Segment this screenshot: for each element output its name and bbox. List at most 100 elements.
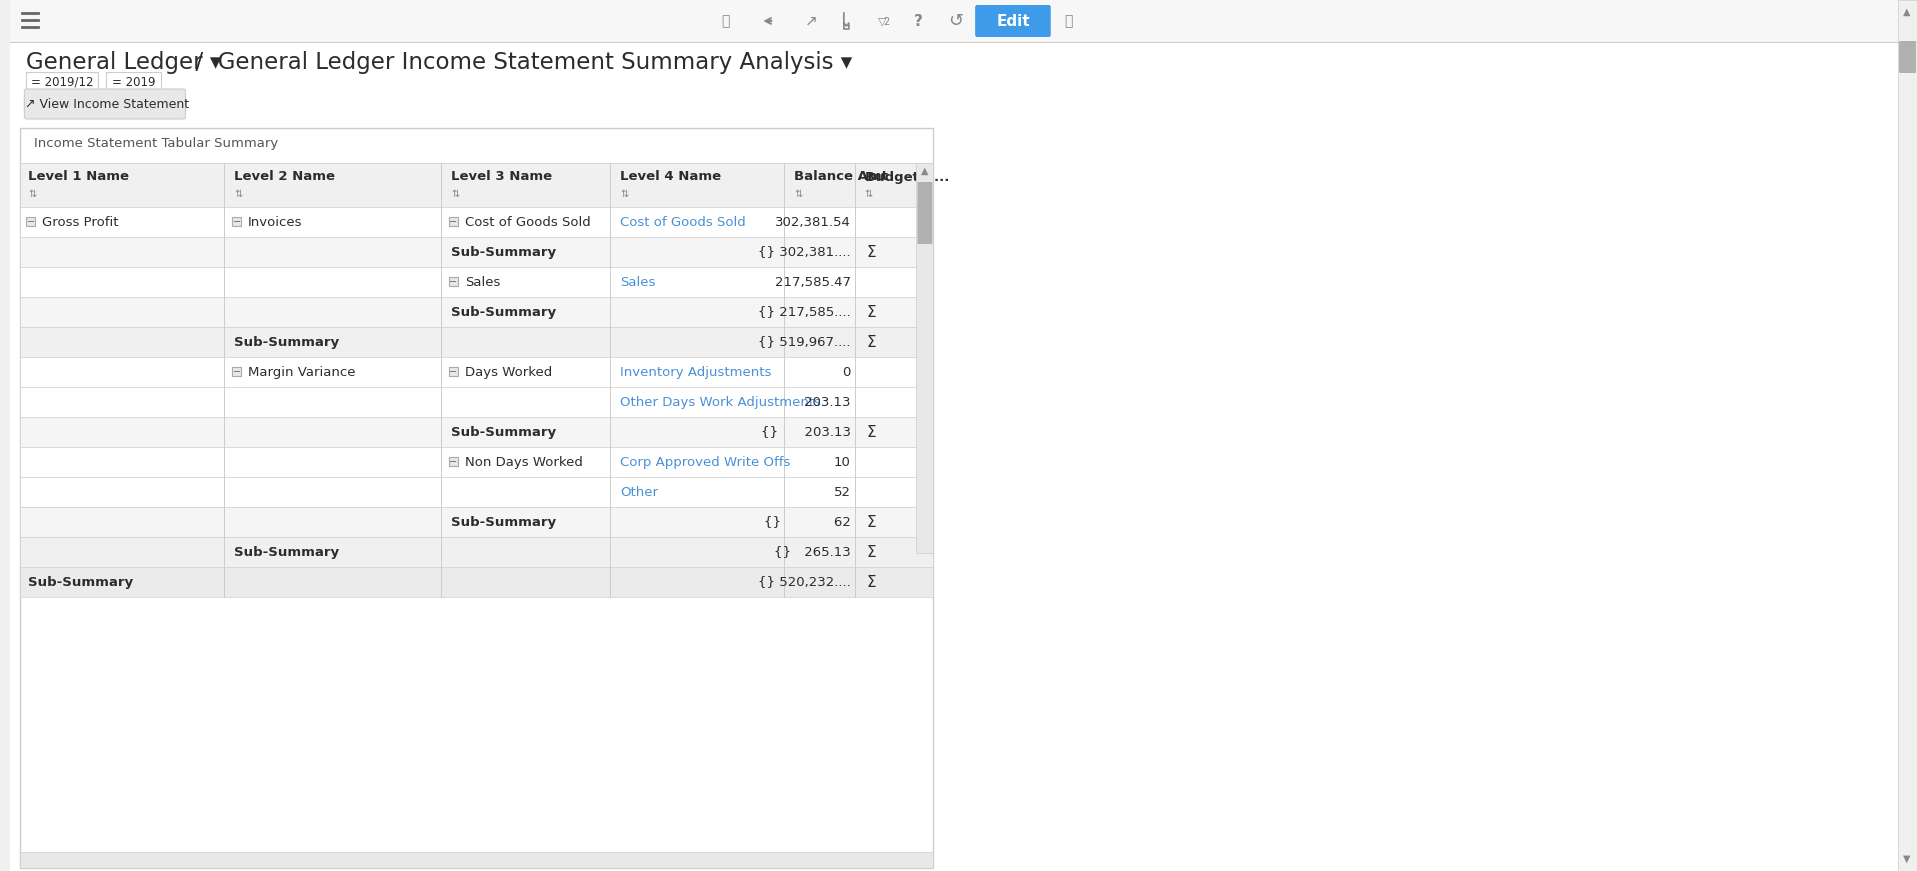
Text: −: −: [449, 457, 458, 467]
Text: ⇅: ⇅: [619, 189, 629, 199]
Text: Sub-Summary: Sub-Summary: [234, 335, 339, 348]
FancyBboxPatch shape: [449, 217, 458, 226]
Text: {} 302,381....: {} 302,381....: [759, 246, 851, 259]
Text: {}    62: {} 62: [765, 516, 851, 529]
Text: ⇅: ⇅: [234, 189, 242, 199]
Text: Sub-Summary: Sub-Summary: [450, 246, 556, 259]
Text: Sub-Summary: Sub-Summary: [450, 426, 556, 438]
FancyBboxPatch shape: [21, 327, 934, 357]
Text: Sales: Sales: [466, 275, 500, 288]
Text: ⇅: ⇅: [794, 189, 803, 199]
Text: 🖨: 🖨: [1064, 14, 1074, 28]
Text: Balance Amt: Balance Amt: [794, 171, 888, 184]
FancyBboxPatch shape: [918, 182, 932, 244]
FancyBboxPatch shape: [21, 387, 934, 417]
Text: Sub-Summary: Sub-Summary: [450, 306, 556, 319]
Text: /  General Ledger Income Statement Summary Analysis ▾: / General Ledger Income Statement Summar…: [180, 51, 851, 73]
FancyBboxPatch shape: [21, 163, 934, 207]
FancyBboxPatch shape: [21, 357, 934, 387]
Text: Level 2 Name: Level 2 Name: [234, 171, 335, 184]
Text: Level 1 Name: Level 1 Name: [29, 171, 128, 184]
Text: ⇅: ⇅: [29, 189, 36, 199]
Text: Sub-Summary: Sub-Summary: [29, 576, 134, 589]
Text: Σ: Σ: [866, 575, 876, 590]
Text: Margin Variance: Margin Variance: [247, 366, 357, 379]
Text: ▲: ▲: [922, 166, 928, 176]
FancyBboxPatch shape: [21, 567, 934, 597]
Text: −: −: [449, 367, 458, 377]
FancyBboxPatch shape: [21, 537, 934, 567]
FancyBboxPatch shape: [21, 477, 934, 507]
FancyBboxPatch shape: [449, 277, 458, 286]
Text: Other Days Work Adjustments: Other Days Work Adjustments: [619, 395, 820, 408]
Text: General Ledger ▾: General Ledger ▾: [27, 51, 222, 73]
Text: Σ: Σ: [866, 544, 876, 559]
Text: Σ: Σ: [866, 515, 876, 530]
Text: Budget A...: Budget A...: [865, 171, 949, 184]
Text: Inventory Adjustments: Inventory Adjustments: [619, 366, 771, 379]
Text: 302,381.54: 302,381.54: [774, 215, 851, 228]
Text: Cost of Goods Sold: Cost of Goods Sold: [466, 215, 590, 228]
Text: ↺: ↺: [947, 12, 962, 30]
Text: Σ: Σ: [866, 245, 876, 260]
Text: {} 265.13: {} 265.13: [774, 545, 851, 558]
Text: = 2019: = 2019: [111, 76, 155, 89]
Text: = 2019/12: = 2019/12: [31, 76, 94, 89]
FancyBboxPatch shape: [232, 217, 242, 226]
Text: −: −: [449, 217, 458, 227]
Text: ⇅: ⇅: [450, 189, 460, 199]
FancyBboxPatch shape: [21, 128, 934, 868]
Text: 2: 2: [884, 17, 889, 27]
FancyBboxPatch shape: [10, 0, 1917, 871]
Text: Days Worked: Days Worked: [466, 366, 552, 379]
FancyBboxPatch shape: [21, 417, 934, 447]
Text: Sub-Summary: Sub-Summary: [234, 545, 339, 558]
FancyBboxPatch shape: [21, 207, 934, 237]
FancyBboxPatch shape: [21, 267, 934, 297]
FancyBboxPatch shape: [449, 457, 458, 466]
Text: Corp Approved Write Offs: Corp Approved Write Offs: [619, 456, 790, 469]
Text: Gross Profit: Gross Profit: [42, 215, 119, 228]
Text: 🔗: 🔗: [721, 14, 730, 28]
Text: 0: 0: [842, 366, 851, 379]
FancyBboxPatch shape: [916, 163, 934, 553]
FancyBboxPatch shape: [10, 0, 1917, 42]
FancyBboxPatch shape: [21, 852, 934, 868]
Text: ·: ·: [813, 19, 815, 25]
Text: Σ: Σ: [866, 305, 876, 320]
Text: 52: 52: [834, 485, 851, 498]
Text: Other: Other: [619, 485, 658, 498]
Text: −: −: [232, 217, 242, 227]
FancyBboxPatch shape: [21, 507, 934, 537]
Text: −: −: [27, 217, 35, 227]
Text: ▼: ▼: [1904, 854, 1911, 864]
Text: Σ: Σ: [866, 424, 876, 440]
Text: ⇅: ⇅: [865, 189, 872, 199]
Text: ↗ View Income Statement: ↗ View Income Statement: [21, 98, 190, 111]
FancyBboxPatch shape: [1900, 41, 1915, 73]
FancyBboxPatch shape: [25, 89, 186, 119]
FancyBboxPatch shape: [232, 367, 242, 376]
Text: 217,585.47: 217,585.47: [774, 275, 851, 288]
Text: ?: ?: [914, 13, 922, 29]
FancyBboxPatch shape: [976, 5, 1051, 37]
Text: Level 3 Name: Level 3 Name: [450, 171, 552, 184]
Text: {} 520,232....: {} 520,232....: [757, 576, 851, 589]
Text: ↗: ↗: [805, 13, 817, 29]
Text: Income Statement Tabular Summary: Income Statement Tabular Summary: [35, 138, 278, 151]
Text: 203.13: 203.13: [805, 395, 851, 408]
Text: {} 217,585....: {} 217,585....: [757, 306, 851, 319]
Text: ▽: ▽: [878, 16, 888, 26]
FancyBboxPatch shape: [1898, 0, 1917, 871]
Text: Sub-Summary: Sub-Summary: [450, 516, 556, 529]
Text: Level 4 Name: Level 4 Name: [619, 171, 721, 184]
Text: {} 519,967....: {} 519,967....: [759, 335, 851, 348]
FancyBboxPatch shape: [449, 367, 458, 376]
Text: Sales: Sales: [619, 275, 656, 288]
Text: Edit: Edit: [997, 13, 1029, 29]
FancyBboxPatch shape: [105, 72, 161, 92]
Text: {}  203.13: {} 203.13: [761, 426, 851, 438]
Text: −: −: [232, 367, 242, 377]
Text: Invoices: Invoices: [247, 215, 303, 228]
FancyBboxPatch shape: [27, 72, 98, 92]
